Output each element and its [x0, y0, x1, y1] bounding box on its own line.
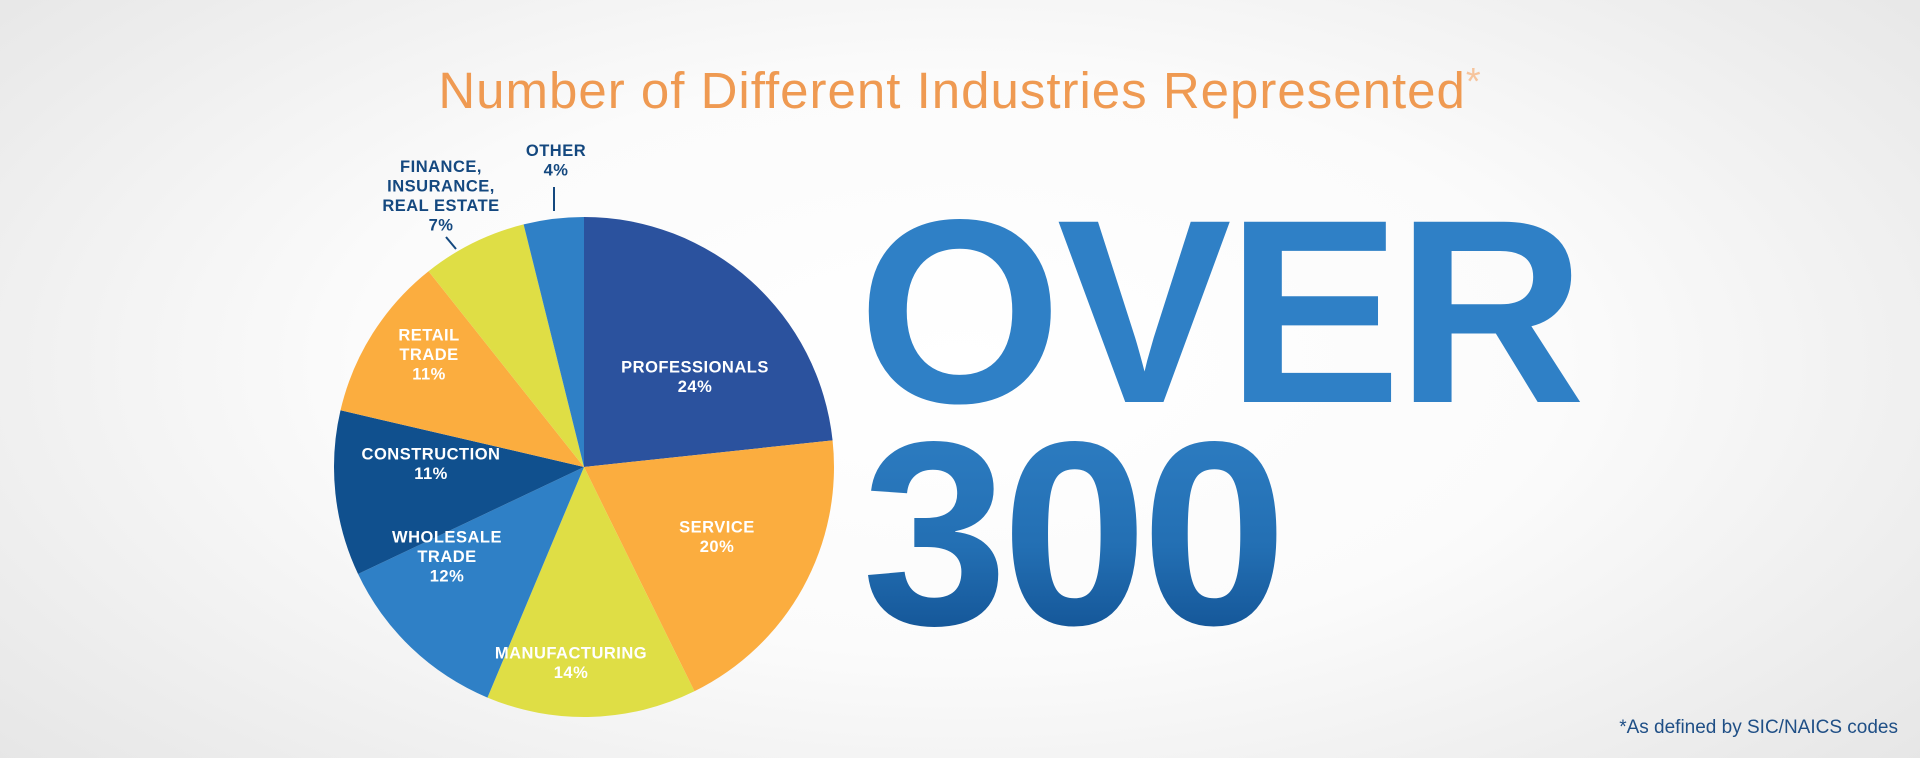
pie-label-line: 24% [678, 378, 713, 396]
pie-label-finance-insurance-real-estate: FINANCE, INSURANCE, REAL ESTATE 7% [382, 158, 499, 235]
pie-label-wholesale-trade: WHOLESALE TRADE 12% [392, 529, 502, 586]
pie-label-line: REAL ESTATE [382, 197, 499, 215]
pie-label-line: TRADE [399, 346, 458, 364]
headline-count: 300 [862, 387, 1287, 680]
pie-label-line: TRADE [417, 548, 476, 566]
pie-slice-finance-insurance-real-estate [428, 224, 584, 467]
pie-label-line: MANUFACTURING [495, 644, 647, 662]
pie-label-line: PROFESSIONALS [621, 358, 769, 376]
pie-label-line: 20% [700, 538, 735, 556]
pie-label-line: 7% [429, 217, 454, 235]
pie-label-line: 11% [414, 465, 448, 483]
pie-slices [334, 217, 834, 717]
pie-slice-construction [334, 410, 584, 574]
footnote: *As defined by SIC/NAICS codes [1619, 717, 1898, 738]
label-leader-lines [445, 187, 555, 250]
pie-label-line: FINANCE, [400, 158, 482, 176]
page-title: Number of Different Industries Represent… [0, 52, 1920, 121]
pie-label-line: INSURANCE, [387, 178, 495, 196]
pie-label-construction: CONSTRUCTION 11% [362, 445, 501, 483]
pie-label-line: RETAIL [398, 327, 459, 345]
title-asterisk: * [1465, 61, 1482, 103]
pie-label-manufacturing: MANUFACTURING 14% [495, 644, 647, 682]
pie-slice-other [523, 217, 584, 467]
pie-slice-professionals [584, 217, 833, 467]
pie-slice-manufacturing [487, 467, 695, 717]
pie-label-line: OTHER [526, 142, 586, 160]
pie-label-line: SERVICE [679, 518, 755, 536]
pie-label-other: OTHER 4% [526, 142, 586, 180]
pie-label-line: 11% [412, 366, 446, 384]
pie-label-line: 12% [430, 568, 465, 586]
leader-line-finance-insurance-real-estate [445, 236, 457, 250]
pie-slice-retail-trade [340, 271, 584, 467]
pie-label-line: WHOLESALE [392, 529, 502, 547]
pie-label-line: CONSTRUCTION [362, 445, 501, 463]
pie-labels: PROFESSIONALS 24% SERVICE 20% MANUFACTURING 1… [362, 142, 769, 682]
title-text: Number of Different Industries Represent… [438, 62, 1466, 119]
pie-label-retail-trade: RETAIL TRADE 11% [398, 327, 459, 384]
pie-label-service: SERVICE 20% [679, 518, 755, 556]
pie-label-line: 14% [554, 664, 589, 682]
pie-slice-wholesale-trade [358, 467, 584, 698]
pie-slice-service [584, 440, 834, 692]
headline-over: OVER [858, 165, 1586, 458]
pie-label-line: 4% [544, 162, 569, 180]
pie-label-professionals: PROFESSIONALS 24% [621, 358, 769, 396]
